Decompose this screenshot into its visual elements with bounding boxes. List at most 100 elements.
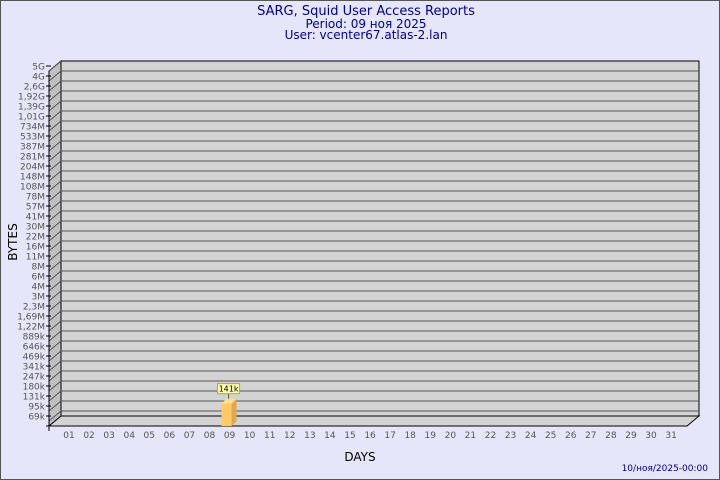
x-tick-label: 10 (244, 431, 256, 441)
x-tick-label: 09 (224, 431, 236, 441)
wall-gridline (48, 170, 62, 182)
footer-timestamp: 10/ноя/2025-00:00 (622, 464, 709, 474)
x-tick-label: 13 (304, 431, 315, 441)
back-wall (60, 60, 700, 417)
x-tick-label: 22 (485, 431, 496, 441)
y-tick-label: 16M (26, 243, 45, 253)
y-tick-label: 4M (32, 283, 46, 293)
wall-gridline (48, 150, 62, 162)
wall-gridline (48, 400, 62, 412)
y-tick-label: 2,6G (24, 83, 45, 93)
bar (221, 403, 232, 426)
y-tick-label: 1,69M (17, 313, 45, 323)
x-tick-label: 31 (665, 431, 676, 441)
y-tick-label: 69k (28, 413, 45, 423)
x-tick-label: 02 (83, 431, 94, 441)
x-tick-label: 03 (103, 431, 114, 441)
wall-gridline (48, 140, 62, 152)
y-tick-label: 95k (28, 403, 45, 413)
wall-gridline (48, 290, 62, 302)
wall-gridline (48, 90, 62, 102)
y-tick-label: 108M (20, 183, 45, 193)
wall-gridline (48, 340, 62, 352)
wall-gridline (48, 210, 62, 222)
bar-top (221, 398, 237, 404)
y-tick-label: 2,3M (23, 303, 45, 313)
wall-gridline (48, 180, 62, 192)
x-tick-label: 11 (264, 431, 275, 441)
x-tick-label: 05 (144, 431, 155, 441)
y-tick-label: 6M (32, 273, 46, 283)
y-tick-label: 1,92G (18, 93, 45, 103)
y-tick-label: 30M (26, 223, 45, 233)
wall-gridline (48, 200, 62, 212)
x-axis-title: DAYS (344, 450, 375, 464)
wall-gridline (48, 240, 62, 252)
wall-gridline (48, 60, 62, 72)
x-tick-label: 18 (404, 431, 416, 441)
y-tick-label: 1,39G (18, 103, 45, 113)
wall-gridline (48, 370, 62, 382)
floor (47, 415, 701, 427)
y-tick-label: 533M (20, 133, 45, 143)
x-tick-label: 04 (123, 431, 135, 441)
wall-gridline (48, 310, 62, 322)
y-tick-label: 78M (26, 193, 45, 203)
y-tick-label: 889k (23, 333, 46, 343)
wall-gridline (48, 320, 62, 332)
y-tick-label: 646k (23, 343, 46, 353)
wall-gridline (48, 120, 62, 132)
wall-gridline (48, 270, 62, 282)
y-axis-title: BYTES (6, 223, 20, 260)
wall-gridline (48, 380, 62, 392)
bar-side (231, 398, 237, 426)
y-tick-label: 41M (26, 213, 45, 223)
x-tick-label: 27 (585, 431, 596, 441)
wall-gridline (48, 160, 62, 172)
x-tick-label: 26 (565, 431, 577, 441)
x-tick-label: 19 (425, 431, 437, 441)
wall-gridline (48, 80, 62, 92)
y-tick-label: 22M (26, 233, 45, 243)
wall-gridline (48, 70, 62, 82)
x-tick-label: 08 (204, 431, 216, 441)
bar-label-box (217, 383, 241, 395)
y-tick-label: 5G (32, 63, 45, 73)
wall-gridline (48, 230, 62, 242)
wall-gridline (48, 360, 62, 372)
x-tick-label: 24 (525, 431, 537, 441)
y-tick-label: 11M (26, 253, 45, 263)
wall-gridline (48, 410, 62, 422)
x-tick-label: 28 (605, 431, 617, 441)
y-tick-label: 281M (20, 153, 45, 163)
chart-period: Period: 09 ноя 2025 (305, 17, 427, 31)
wall-gridline (48, 130, 62, 142)
wall-gridline (48, 390, 62, 402)
chart-title: SARG, Squid User Access Reports (257, 4, 475, 19)
x-tick-label: 29 (625, 431, 637, 441)
chart-user: User: vcenter67.atlas-2.lan (284, 28, 448, 42)
y-tick-label: 204M (20, 163, 45, 173)
x-tick-label: 01 (63, 431, 74, 441)
y-tick-label: 469k (23, 353, 46, 363)
y-tick-label: 247k (23, 373, 46, 383)
x-tick-label: 17 (384, 431, 395, 441)
wall-gridline (48, 100, 62, 112)
y-tick-label: 341k (23, 363, 46, 373)
wall-gridline (48, 260, 62, 272)
x-tick-label: 14 (324, 431, 336, 441)
wall-gridline (48, 190, 62, 202)
y-tick-label: 131k (23, 393, 46, 403)
x-tick-label: 07 (184, 431, 195, 441)
y-tick-label: 3M (32, 293, 46, 303)
x-tick-label: 30 (645, 431, 657, 441)
y-tick-label: 148M (20, 173, 45, 183)
y-tick-label: 180k (23, 383, 46, 393)
y-tick-label: 1,22M (17, 323, 45, 333)
wall-gridline (48, 350, 62, 362)
bar-label: 141k (219, 385, 239, 394)
x-tick-label: 12 (284, 431, 295, 441)
x-tick-label: 15 (344, 431, 355, 441)
y-tick-label: 387M (20, 143, 45, 153)
